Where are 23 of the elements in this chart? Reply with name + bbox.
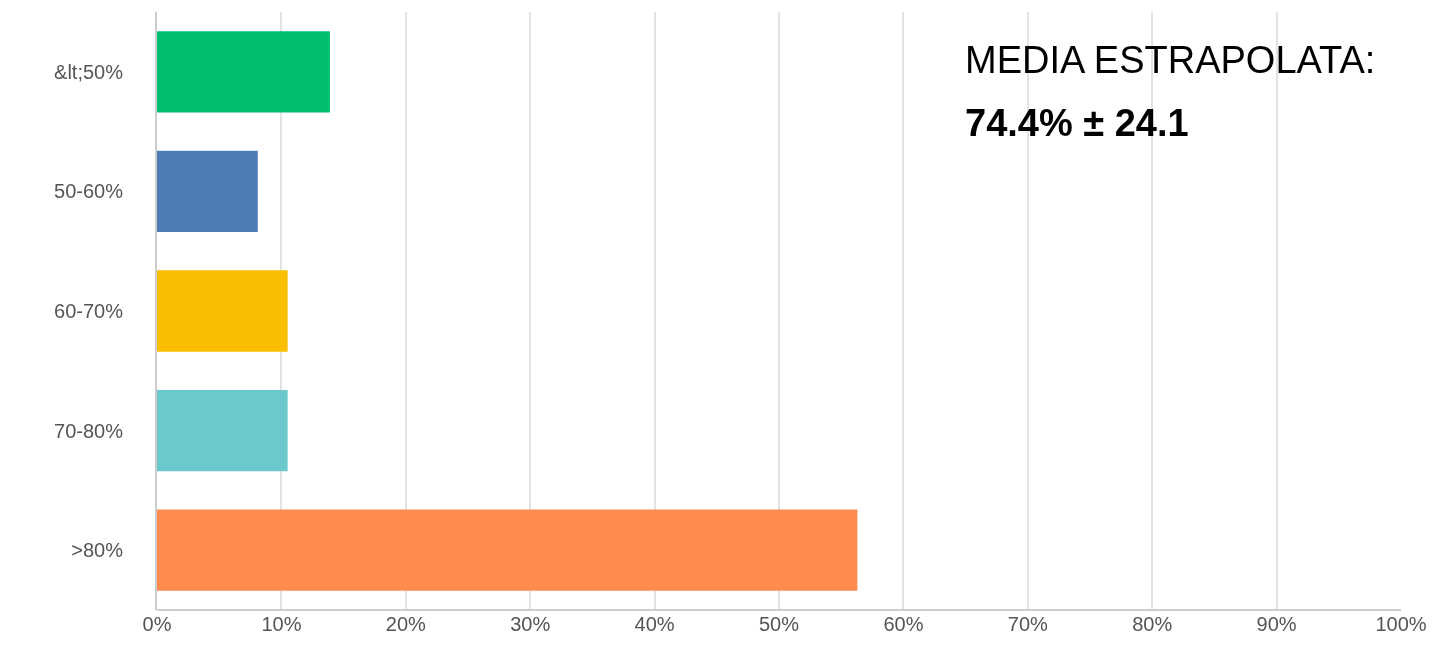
x-tick-label: 30% — [510, 613, 551, 635]
x-tick-label: 80% — [1132, 613, 1173, 635]
bar — [157, 150, 258, 233]
bar — [157, 270, 288, 352]
y-tick-label: 50-60% — [54, 180, 124, 203]
y-tick-label: >80% — [71, 539, 124, 562]
x-tick-label: 70% — [1007, 613, 1049, 635]
bar — [157, 389, 288, 472]
x-tick-label: 60% — [883, 613, 924, 635]
x-tick-label: 0% — [142, 613, 172, 635]
annotation: MEDIA ESTRAPOLATA: — [965, 39, 1376, 81]
bar — [157, 31, 330, 113]
y-tick-label: &lt;50% — [54, 60, 124, 83]
annotation: 74.4% ± 24.1 — [965, 102, 1189, 144]
y-tick-label: 60-70% — [54, 300, 124, 322]
x-tick-label: 100% — [1375, 613, 1427, 635]
x-tick-label: 20% — [385, 613, 427, 635]
y-tick-label: 70-80% — [54, 419, 124, 442]
x-tick-label: 10% — [261, 613, 302, 635]
bar — [157, 509, 858, 591]
x-tick-label: 40% — [634, 613, 675, 635]
x-tick-label: 90% — [1256, 613, 1297, 635]
x-tick-label: 50% — [758, 613, 800, 635]
